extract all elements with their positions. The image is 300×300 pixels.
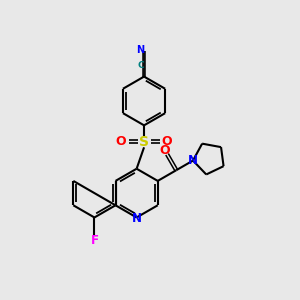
Text: F: F bbox=[90, 234, 98, 247]
Text: O: O bbox=[160, 144, 170, 157]
Text: N: N bbox=[188, 154, 198, 167]
Text: N: N bbox=[136, 45, 145, 55]
Text: O: O bbox=[162, 135, 172, 148]
Text: O: O bbox=[116, 135, 127, 148]
Text: N: N bbox=[132, 212, 142, 225]
Text: S: S bbox=[139, 135, 149, 149]
Text: C: C bbox=[137, 61, 144, 70]
